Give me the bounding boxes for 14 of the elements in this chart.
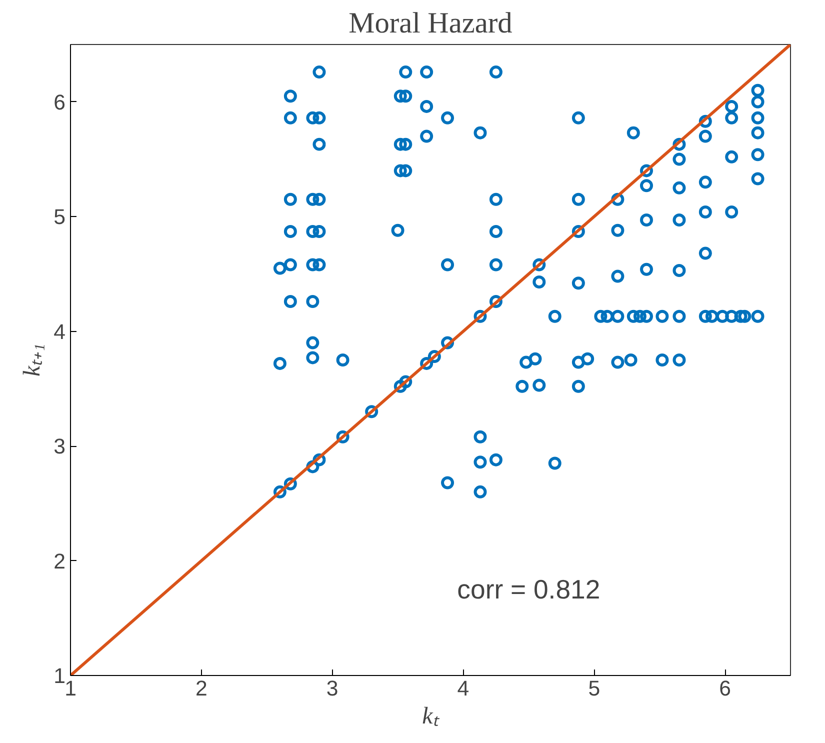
y-tick-label: 3: [54, 434, 66, 459]
y-tick-label: 5: [54, 205, 66, 230]
y-tick-label: 2: [54, 549, 66, 574]
x-tick-label: 5: [588, 676, 600, 700]
x-axis-title: kₜ: [422, 704, 440, 730]
y-axis-title: kₜ₊₁: [20, 344, 46, 376]
y-tick-label: 6: [54, 90, 66, 114]
y-tick-label: 4: [54, 320, 66, 344]
x-tick-label: 2: [195, 676, 208, 700]
x-tick-label: 4: [457, 676, 470, 700]
annotation: corr = 0.812: [457, 574, 600, 604]
x-tick-label: 6: [719, 676, 731, 700]
chart-title: Moral Hazard: [348, 8, 513, 40]
x-tick-label: 3: [326, 676, 338, 700]
